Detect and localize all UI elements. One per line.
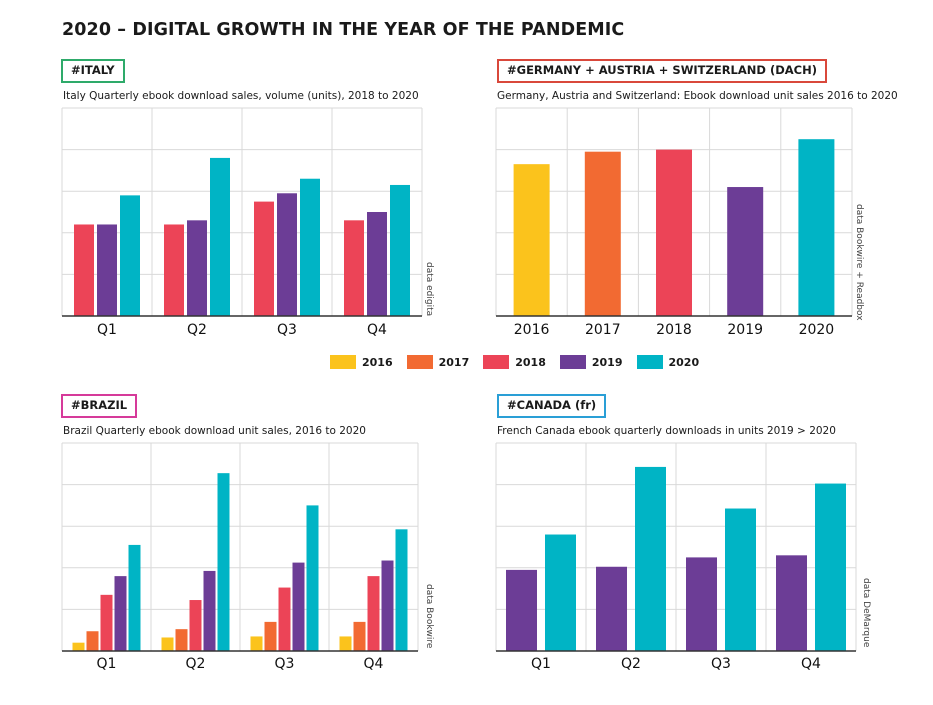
canada-tag: #CANADA (fr) xyxy=(497,394,607,418)
bar-brazil-Q1-2018 xyxy=(100,594,113,651)
bar-canada-Q4-2019 xyxy=(776,555,807,651)
x-tick-label: 2018 xyxy=(656,322,692,338)
bar-canada-Q4-2020 xyxy=(815,483,846,651)
legend-label-2016: 2016 xyxy=(362,355,393,369)
x-tick-label: 2016 xyxy=(514,322,550,338)
bar-italy-Q3-2019 xyxy=(277,193,297,316)
x-tick-label: Q4 xyxy=(801,656,821,672)
bar-brazil-Q2-2018 xyxy=(189,600,202,651)
x-tick-label: Q4 xyxy=(364,656,384,672)
canada-chart: Q1 Q2 Q3 Q4 xyxy=(495,442,857,672)
bar-brazil-Q4-2019 xyxy=(381,560,394,651)
legend-label-2018: 2018 xyxy=(515,355,546,369)
x-tick-label: 2019 xyxy=(727,322,763,338)
bar-italy-Q1-2018 xyxy=(74,224,94,316)
bar-brazil-Q4-2017 xyxy=(353,621,366,651)
bar-italy-Q2-2020 xyxy=(210,157,230,316)
x-tick-label: Q3 xyxy=(277,322,297,338)
italy-chart: Q1 Q2 Q3 Q4 xyxy=(61,107,423,338)
bar-canada-Q1-2020 xyxy=(545,534,576,651)
x-tick-label: Q3 xyxy=(711,656,731,672)
bar-brazil-Q1-2020 xyxy=(128,544,141,651)
bar-italy-Q1-2020 xyxy=(120,195,140,316)
bar-brazil-Q3-2016 xyxy=(250,636,263,651)
bar-italy-Q3-2020 xyxy=(300,178,320,316)
canada-credit: data DeMarque xyxy=(861,578,871,648)
bar-dach-2020-units xyxy=(798,139,835,316)
legend-item-2020: 2020 xyxy=(636,355,700,369)
italy-tag: #ITALY xyxy=(61,59,125,83)
legend-item-2017: 2017 xyxy=(406,355,470,369)
bar-italy-Q4-2020 xyxy=(390,184,410,316)
bar-brazil-Q2-2020 xyxy=(217,473,230,651)
legend-swatch-2016 xyxy=(330,355,356,369)
bar-dach-2017-units xyxy=(584,151,621,316)
legend-swatch-2018 xyxy=(483,355,510,369)
bar-canada-Q3-2020 xyxy=(725,508,756,651)
legend-label-2017: 2017 xyxy=(438,355,470,369)
brazil-subtitle: Brazil Quarterly ebook download unit sal… xyxy=(63,425,366,437)
legend-label-2020: 2020 xyxy=(668,355,700,369)
dach-credit: data Bookwire + Readbox xyxy=(854,204,864,321)
bar-italy-Q2-2018 xyxy=(164,224,184,316)
page-title: 2020 – DIGITAL GROWTH IN THE YEAR OF THE… xyxy=(62,20,625,40)
brazil-tag: #BRAZIL xyxy=(61,394,138,418)
bar-canada-Q1-2019 xyxy=(506,569,537,651)
bar-brazil-Q4-2016 xyxy=(339,636,352,651)
bar-brazil-Q3-2018 xyxy=(278,587,291,651)
bar-brazil-Q1-2019 xyxy=(114,576,127,651)
bar-brazil-Q2-2019 xyxy=(203,570,216,651)
x-tick-label: Q4 xyxy=(367,322,387,338)
x-tick-label: Q2 xyxy=(621,656,641,672)
bar-brazil-Q2-2016 xyxy=(161,637,174,651)
bar-canada-Q2-2019 xyxy=(596,566,627,651)
bar-italy-Q3-2018 xyxy=(254,201,274,316)
legend-swatch-2020 xyxy=(636,355,663,369)
bar-italy-Q1-2019 xyxy=(97,224,117,316)
bar-dach-2016-units xyxy=(513,164,550,316)
legend: 2016 2017 2018 2019 2020 xyxy=(330,355,699,369)
bar-brazil-Q2-2017 xyxy=(175,629,188,651)
brazil-credit: data Bookwire xyxy=(424,584,434,649)
legend-label-2019: 2019 xyxy=(591,355,623,369)
bar-brazil-Q1-2016 xyxy=(72,642,85,651)
legend-item-2019: 2019 xyxy=(559,355,623,369)
bar-brazil-Q1-2017 xyxy=(86,631,99,651)
legend-item-2016: 2016 xyxy=(330,355,393,369)
x-tick-label: Q1 xyxy=(97,656,117,672)
bar-dach-2019-units xyxy=(727,187,764,316)
bar-italy-Q2-2019 xyxy=(187,220,207,316)
x-tick-label: 2017 xyxy=(585,322,621,338)
bar-canada-Q3-2019 xyxy=(686,557,717,651)
dach-tag: #GERMANY + AUSTRIA + SWITZERLAND (DACH) xyxy=(497,59,827,83)
bar-brazil-Q3-2019 xyxy=(292,562,305,651)
italy-credit: data edigita xyxy=(424,262,434,317)
bar-brazil-Q3-2020 xyxy=(306,505,319,651)
bar-brazil-Q4-2020 xyxy=(395,529,408,651)
bar-canada-Q2-2020 xyxy=(635,466,666,651)
legend-swatch-2017 xyxy=(406,355,433,369)
x-tick-label: 2020 xyxy=(799,322,835,338)
canada-subtitle: French Canada ebook quarterly downloads … xyxy=(497,425,836,437)
x-tick-label: Q2 xyxy=(187,322,207,338)
legend-swatch-2019 xyxy=(559,355,586,369)
bar-dach-2018-units xyxy=(656,149,692,316)
dach-chart: 2016 2017 2018 2019 2020 xyxy=(495,107,853,338)
bar-brazil-Q4-2018 xyxy=(367,576,380,651)
legend-item-2018: 2018 xyxy=(483,355,546,369)
bar-italy-Q4-2019 xyxy=(367,212,387,316)
bar-italy-Q4-2018 xyxy=(344,220,364,316)
x-tick-label: Q1 xyxy=(531,656,551,672)
x-tick-label: Q2 xyxy=(186,656,206,672)
bar-brazil-Q3-2017 xyxy=(264,621,277,651)
x-tick-label: Q3 xyxy=(275,656,295,672)
brazil-chart: Q1 Q2 Q3 Q4 xyxy=(61,442,419,672)
x-tick-label: Q1 xyxy=(97,322,117,338)
italy-subtitle: Italy Quarterly ebook download sales, vo… xyxy=(63,90,419,102)
dach-subtitle: Germany, Austria and Switzerland: Ebook … xyxy=(497,90,898,102)
